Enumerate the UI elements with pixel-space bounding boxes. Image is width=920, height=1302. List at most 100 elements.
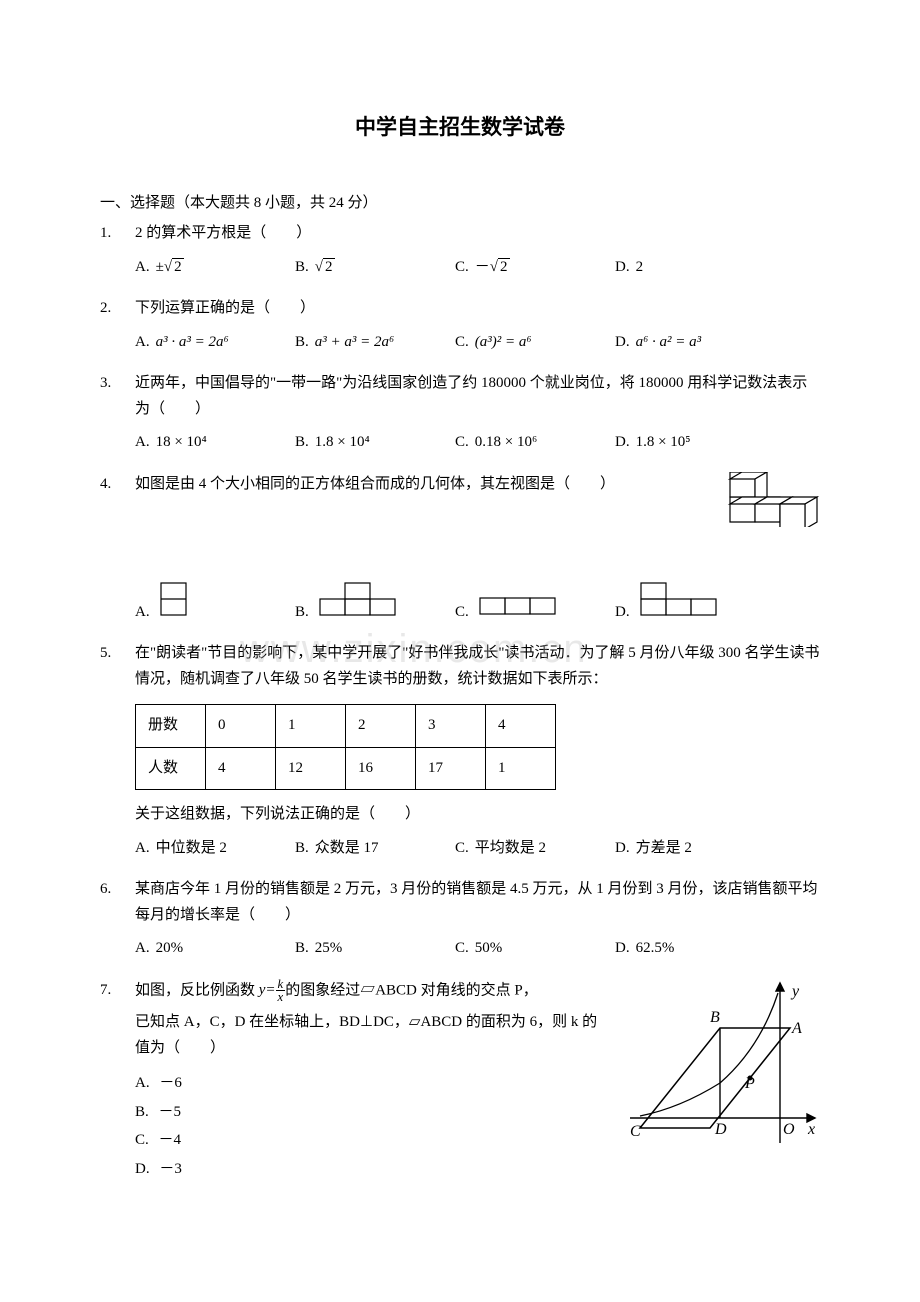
question-number: 4. — [100, 472, 135, 634]
table-cell: 17 — [416, 747, 486, 790]
option-value: a⁶ · a² = a³ — [636, 330, 702, 356]
option-value: 20% — [156, 936, 184, 962]
option-value: a³ · a³ = 2a⁶ — [156, 330, 229, 356]
option-value: －5 — [159, 1104, 182, 1120]
svg-text:O: O — [783, 1121, 795, 1138]
option-label: A. — [135, 330, 150, 356]
table-cell: 16 — [346, 747, 416, 790]
option-label: C. — [455, 936, 469, 962]
option-value: 1.8 × 10⁴ — [315, 430, 370, 456]
svg-text:C: C — [630, 1123, 641, 1140]
table-cell: 1 — [486, 747, 556, 790]
table-cell: 1 — [276, 705, 346, 748]
option-label: C. — [455, 600, 469, 626]
svg-text:y: y — [790, 983, 800, 1000]
table-cell: 12 — [276, 747, 346, 790]
question-6: 6. 某商店今年 1 月份的销售额是 2 万元，3 月份的销售额是 4.5 万元… — [100, 877, 820, 970]
option-label: A. — [135, 1075, 150, 1091]
question-number: 6. — [100, 877, 135, 970]
table-row: 册数 0 1 2 3 4 — [136, 705, 556, 748]
option-label: C. — [455, 430, 469, 456]
option-value: 1.8 × 10⁵ — [636, 430, 691, 456]
option-label: B. — [295, 330, 309, 356]
option-label: B. — [295, 430, 309, 456]
question-text: 下列运算正确的是（ ） — [135, 296, 820, 322]
question-1: 1. 2 的算术平方根是（ ） A. ±2 B. 2 C. －2 D. 2 — [100, 221, 820, 288]
table-cell: 册数 — [136, 705, 206, 748]
option-figure — [156, 582, 216, 616]
option-label: A. — [135, 430, 150, 456]
cube-figure — [720, 472, 820, 527]
table-cell: 4 — [206, 747, 276, 790]
option-value: 18 × 10⁴ — [156, 430, 207, 456]
question-3: 3. 近两年，中国倡导的"一带一路"为沿线国家创造了约 180000 个就业岗位… — [100, 371, 820, 464]
question-4: 4. 如图是由 4 个大小相同的正方体组合而成的几何体，其左视图是（ ） — [100, 472, 820, 634]
option-figure — [475, 596, 565, 616]
option-value: －4 — [159, 1132, 182, 1148]
data-table: 册数 0 1 2 3 4 人数 4 12 16 17 1 — [135, 704, 556, 790]
option-value: 50% — [475, 936, 503, 962]
question-number: 3. — [100, 371, 135, 464]
table-cell: 2 — [346, 705, 416, 748]
question-number: 5. — [100, 641, 135, 869]
option-value: －2 — [475, 255, 510, 281]
option-figure — [636, 582, 726, 616]
options-row: A. ±2 B. 2 C. －2 D. 2 — [135, 255, 820, 281]
option-value: 平均数是 2 — [475, 836, 546, 862]
question-subtext: 已知点 A，C，D 在坐标轴上，BD⊥DC，▱ABCD 的面积为 6，则 k 的… — [135, 1010, 600, 1061]
option-label: D. — [615, 836, 630, 862]
option-label: C. — [455, 255, 469, 281]
options-row: A.a³ · a³ = 2a⁶ B.a³ + a³ = 2a⁶ C.(a³)² … — [135, 330, 820, 356]
svg-text:B: B — [710, 1009, 720, 1026]
option-label: A. — [135, 936, 150, 962]
graph-figure: y x O B A C D P — [620, 978, 820, 1186]
option-value: 中位数是 2 — [156, 836, 227, 862]
option-value: －6 — [159, 1075, 182, 1091]
question-number: 7. — [100, 978, 135, 1186]
question-text: 2 的算术平方根是（ ） — [135, 221, 820, 247]
section-header: 一、选择题（本大题共 8 小题，共 24 分） — [100, 191, 820, 217]
options-row: A.18 × 10⁴ B.1.8 × 10⁴ C.0.18 × 10⁶ D.1.… — [135, 430, 820, 456]
option-label: B. — [295, 600, 309, 626]
question-text: 如图是由 4 个大小相同的正方体组合而成的几何体，其左视图是（ ） — [135, 472, 700, 527]
table-cell: 0 — [206, 705, 276, 748]
option-label: B. — [295, 936, 309, 962]
option-label: A. — [135, 836, 150, 862]
option-label: B. — [135, 1104, 149, 1120]
option-label: D. — [615, 936, 630, 962]
option-value: 方差是 2 — [636, 836, 692, 862]
option-label: B. — [295, 255, 309, 281]
option-value: 2 — [315, 255, 335, 281]
question-subtext: 关于这组数据，下列说法正确的是（ ） — [135, 802, 820, 828]
option-value: ±2 — [156, 255, 184, 281]
options-row: A.20% B.25% C.50% D.62.5% — [135, 936, 820, 962]
table-cell: 人数 — [136, 747, 206, 790]
option-value: 62.5% — [636, 936, 675, 962]
option-label: C. — [455, 836, 469, 862]
option-label: D. — [615, 600, 630, 626]
option-label: A. — [135, 255, 150, 281]
option-label: D. — [135, 1161, 150, 1177]
option-label: B. — [295, 836, 309, 862]
option-value: 2 — [636, 255, 644, 281]
question-text: 近两年，中国倡导的"一带一路"为沿线国家创造了约 180000 个就业岗位，将 … — [135, 371, 820, 422]
question-5: 5. 在"朗读者"节目的影响下，某中学开展了"好书伴我成长"读书活动．为了解 5… — [100, 641, 820, 869]
table-row: 人数 4 12 16 17 1 — [136, 747, 556, 790]
svg-text:A: A — [791, 1020, 802, 1037]
option-figure — [315, 582, 405, 616]
options-column: A. －6 B. －5 C. －4 D. －3 — [135, 1071, 600, 1182]
options-row: A.中位数是 2 B.众数是 17 C.平均数是 2 D.方差是 2 — [135, 836, 820, 862]
option-value: 0.18 × 10⁶ — [475, 430, 537, 456]
question-number: 1. — [100, 221, 135, 288]
question-number: 2. — [100, 296, 135, 363]
option-label: C. — [455, 330, 469, 356]
option-value: (a³)² = a⁶ — [475, 330, 532, 356]
option-label: C. — [135, 1132, 149, 1148]
question-2: 2. 下列运算正确的是（ ） A.a³ · a³ = 2a⁶ B.a³ + a³… — [100, 296, 820, 363]
option-label: D. — [615, 330, 630, 356]
option-value: 众数是 17 — [315, 836, 379, 862]
options-row: A. B. C. D. — [135, 582, 820, 626]
question-text: 某商店今年 1 月份的销售额是 2 万元，3 月份的销售额是 4.5 万元，从 … — [135, 877, 820, 928]
option-label: A. — [135, 600, 150, 626]
option-value: 25% — [315, 936, 343, 962]
